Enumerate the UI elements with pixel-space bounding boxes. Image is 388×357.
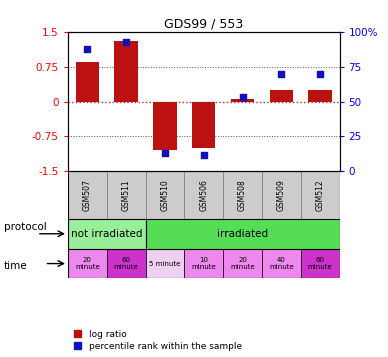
- Text: GSM512: GSM512: [315, 179, 325, 211]
- FancyBboxPatch shape: [68, 249, 107, 278]
- Point: [123, 39, 129, 45]
- Bar: [153, 102, 177, 150]
- FancyBboxPatch shape: [301, 249, 340, 278]
- Point: [201, 152, 207, 157]
- FancyBboxPatch shape: [107, 171, 146, 219]
- Text: 20
minute: 20 minute: [230, 257, 255, 270]
- Text: 40
minute: 40 minute: [269, 257, 294, 270]
- Point: [239, 95, 246, 100]
- Bar: [76, 62, 99, 102]
- Point: [162, 150, 168, 156]
- Text: 5 minute: 5 minute: [149, 261, 180, 267]
- FancyBboxPatch shape: [301, 171, 340, 219]
- FancyBboxPatch shape: [146, 219, 340, 249]
- Text: 20
minute: 20 minute: [75, 257, 100, 270]
- FancyBboxPatch shape: [184, 171, 223, 219]
- Point: [317, 71, 323, 77]
- Legend: log ratio, percentile rank within the sample: log ratio, percentile rank within the sa…: [73, 328, 244, 352]
- Text: time: time: [4, 261, 28, 271]
- Text: protocol: protocol: [4, 222, 47, 232]
- FancyBboxPatch shape: [262, 249, 301, 278]
- Point: [84, 46, 90, 52]
- Point: [278, 71, 284, 77]
- Title: GDS99 / 553: GDS99 / 553: [164, 18, 243, 31]
- Bar: [114, 41, 138, 102]
- Text: GSM508: GSM508: [238, 179, 247, 211]
- Bar: [308, 90, 332, 102]
- Text: GSM507: GSM507: [83, 179, 92, 211]
- FancyBboxPatch shape: [107, 249, 146, 278]
- FancyBboxPatch shape: [223, 171, 262, 219]
- Bar: [231, 99, 254, 102]
- FancyBboxPatch shape: [68, 219, 146, 249]
- Text: 60
minute: 60 minute: [308, 257, 333, 270]
- Text: GSM509: GSM509: [277, 179, 286, 211]
- Text: GSM511: GSM511: [121, 179, 131, 211]
- Text: GSM510: GSM510: [160, 179, 170, 211]
- FancyBboxPatch shape: [223, 249, 262, 278]
- FancyBboxPatch shape: [146, 171, 184, 219]
- Text: 60
minute: 60 minute: [114, 257, 139, 270]
- FancyBboxPatch shape: [184, 249, 223, 278]
- Text: 10
minute: 10 minute: [191, 257, 216, 270]
- FancyBboxPatch shape: [262, 171, 301, 219]
- FancyBboxPatch shape: [146, 249, 184, 278]
- Bar: [270, 90, 293, 102]
- Text: irradiated: irradiated: [217, 229, 268, 239]
- Text: GSM506: GSM506: [199, 179, 208, 211]
- Text: not irradiated: not irradiated: [71, 229, 142, 239]
- Bar: [192, 102, 215, 148]
- FancyBboxPatch shape: [68, 171, 107, 219]
